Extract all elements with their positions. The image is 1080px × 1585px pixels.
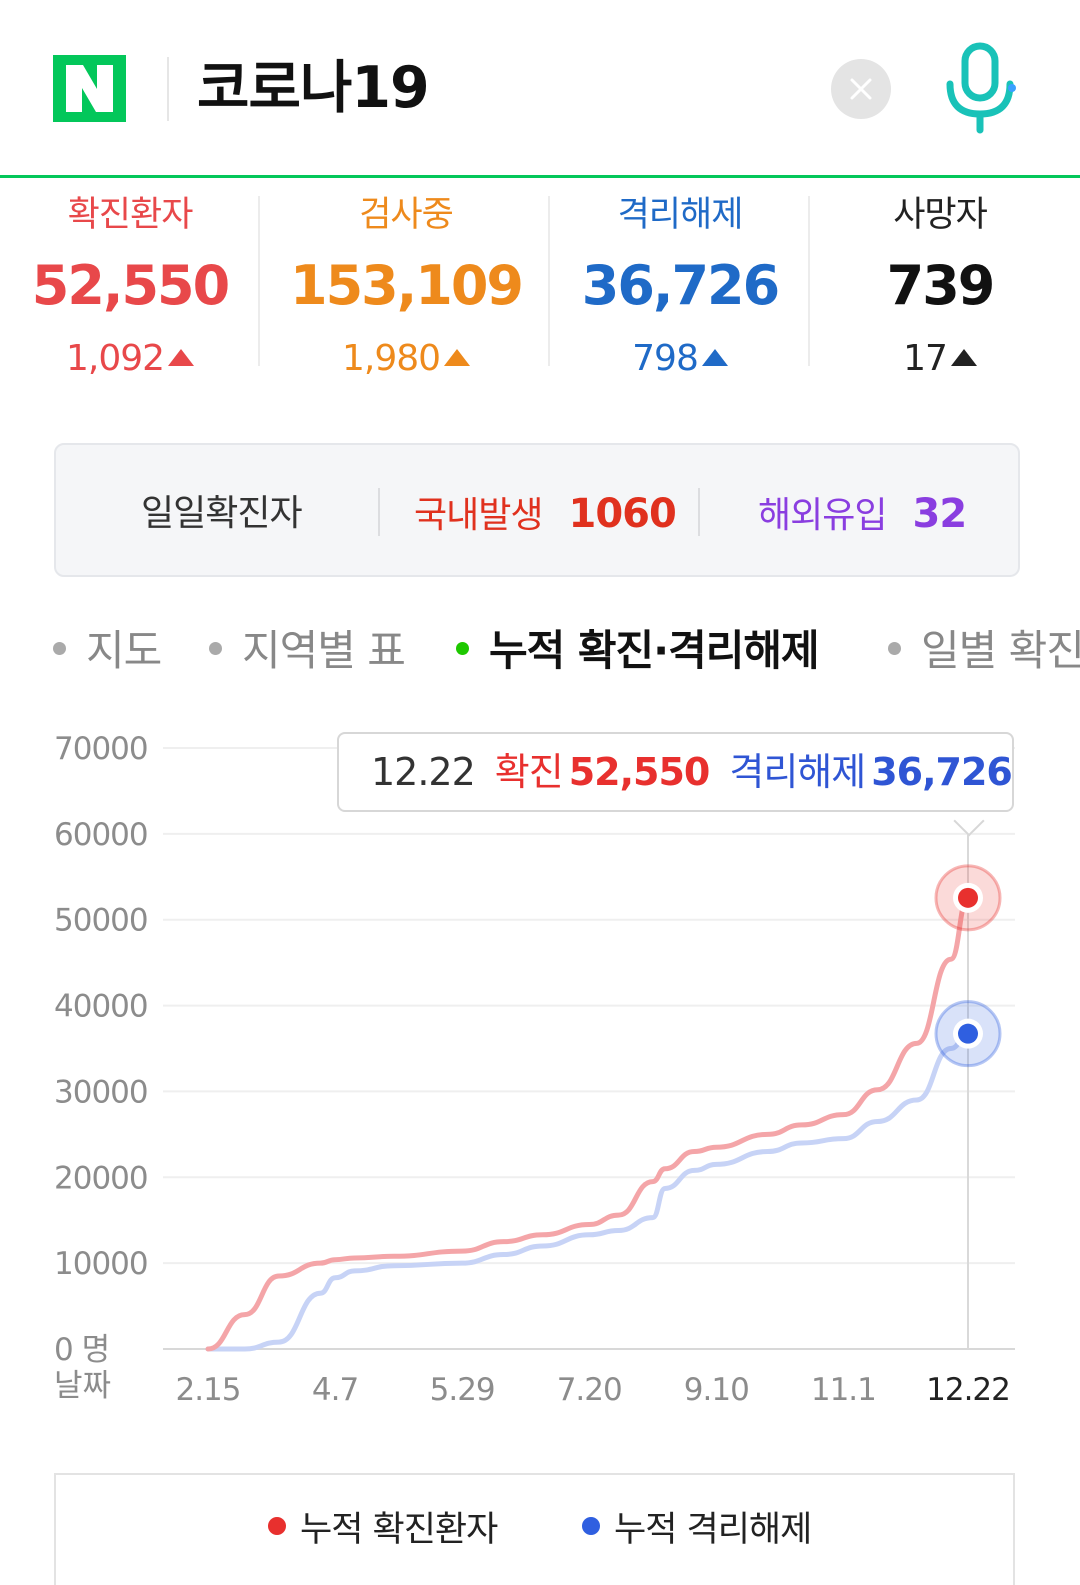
header-divider (167, 57, 169, 121)
legend-item-released[interactable]: 누적 격리해제 (582, 1505, 812, 1555)
x-tick-label: 12.22 (926, 1372, 1010, 1408)
microphone-icon[interactable] (940, 40, 1020, 136)
daily-cases-box: 일일확진자 국내발생 1060 해외유입 32 (54, 443, 1020, 577)
triangle-up-icon (168, 349, 195, 366)
x-tick-label: 7.20 (557, 1372, 622, 1408)
stat-value: 52,550 (31, 254, 230, 317)
y-tick-label: 40000 (54, 989, 148, 1025)
stat-value: 739 (886, 254, 996, 317)
stat-released[interactable]: 격리해제 36,726 798 (580, 190, 780, 380)
tab-cumulative[interactable]: 누적 확진·격리해제 (456, 620, 820, 682)
y-tick-label: 20000 (54, 1160, 148, 1196)
x-axis-label: 날짜 (54, 1368, 111, 1404)
stat-divider (808, 196, 810, 366)
tab-label: 지역별 표 (242, 626, 406, 675)
stat-label: 사망자 (893, 195, 988, 235)
stat-label: 격리해제 (617, 195, 744, 235)
stat-change: 1,092 (30, 334, 230, 384)
tooltip-date: 12.22 (371, 750, 476, 794)
chart-tooltip: 12.22 확진 52,550 격리해제 36,726 (337, 732, 1014, 812)
bullet-icon (53, 642, 66, 655)
x-tick-label: 4.7 (312, 1372, 358, 1408)
stat-divider (258, 196, 260, 366)
tab-daily-confirmed[interactable]: 일별 확진 (888, 620, 1080, 682)
search-query-text[interactable]: 코로나19 (197, 55, 430, 121)
stat-testing[interactable]: 검사중 153,109 1,980 (290, 190, 524, 380)
stat-confirmed[interactable]: 확진환자 52,550 1,092 (30, 190, 230, 380)
stat-change: 798 (580, 334, 780, 384)
tab-map[interactable]: 지도 (53, 620, 162, 682)
series-line-1 (205, 1031, 971, 1352)
triangle-up-icon (950, 349, 977, 366)
bullet-icon (888, 642, 901, 655)
bullet-icon (209, 642, 222, 655)
stat-change: 17 (840, 334, 1040, 384)
chart-legend: 누적 확진환자 누적 격리해제 (54, 1473, 1015, 1585)
x-tick-label: 2.15 (175, 1372, 240, 1408)
daily-overseas-value: 32 (912, 491, 967, 537)
daily-divider (378, 488, 380, 536)
triangle-up-icon (701, 349, 728, 366)
daily-overseas: 해외유입 32 (758, 489, 967, 547)
tab-label: 누적 확진·격리해제 (489, 626, 820, 675)
y-tick-label: 10000 (54, 1246, 148, 1282)
daily-domestic-value: 1060 (568, 491, 676, 537)
daily-cases-label: 일일확진자 (141, 493, 303, 534)
tab-label: 일별 확진 (921, 626, 1080, 675)
stats-summary: 확진환자 52,550 1,092 검사중 153,109 1,980 격리해제… (0, 180, 1080, 390)
x-tick-label: 11.1 (811, 1372, 876, 1408)
stat-change-value: 798 (632, 338, 699, 379)
y-tick-label: 30000 (54, 1074, 148, 1110)
y-tick-label: 50000 (54, 903, 148, 939)
close-icon (850, 78, 872, 100)
stat-label: 검사중 (359, 195, 454, 235)
tooltip-released-value: 36,726 (871, 750, 1013, 794)
stat-label: 확진환자 (67, 195, 194, 235)
y-tick-label: 0 명 (54, 1332, 109, 1368)
stat-value: 153,109 (290, 254, 524, 317)
legend-item-confirmed[interactable]: 누적 확진환자 (268, 1505, 498, 1555)
stat-deaths[interactable]: 사망자 739 17 (840, 190, 1040, 380)
clear-search-button[interactable] (831, 59, 891, 119)
naver-n-logo-icon[interactable] (53, 55, 126, 122)
legend-dot-icon (268, 1517, 286, 1535)
y-tick-label: 70000 (54, 731, 148, 767)
stat-change: 1,980 (290, 334, 522, 384)
tooltip-confirmed-value: 52,550 (568, 750, 711, 794)
tab-label: 지도 (86, 626, 162, 675)
stat-change-value: 1,092 (65, 338, 165, 379)
stat-divider (548, 196, 550, 366)
stat-value: 36,726 (581, 254, 780, 317)
marker-dot-1 (958, 1023, 978, 1044)
legend-dot-icon (582, 1517, 600, 1535)
x-tick-label: 9.10 (684, 1372, 749, 1408)
tooltip-released-label: 격리해제 (729, 750, 866, 794)
tab-region-table[interactable]: 지역별 표 (209, 620, 406, 682)
series-line-0 (205, 895, 971, 1352)
tooltip-confirmed-label: 확진 (494, 750, 564, 794)
daily-domestic: 국내발생 1060 (414, 489, 677, 547)
legend-label: 누적 격리해제 (614, 1510, 812, 1550)
y-tick-label: 60000 (54, 817, 148, 853)
bullet-icon (456, 642, 469, 655)
search-header: 코로나19 (0, 0, 1080, 178)
daily-overseas-label: 해외유입 (758, 495, 887, 536)
stat-change-value: 17 (903, 338, 948, 379)
x-tick-label: 5.29 (430, 1372, 495, 1408)
stat-change-value: 1,980 (341, 338, 441, 379)
daily-domestic-label: 국내발생 (414, 495, 543, 536)
marker-dot-0 (958, 887, 978, 908)
triangle-up-icon (444, 349, 471, 366)
legend-label: 누적 확진환자 (300, 1510, 498, 1550)
chart-tabs: 지도 지역별 표 누적 확진·격리해제 일별 확진 (0, 620, 1080, 684)
daily-divider (698, 488, 700, 536)
